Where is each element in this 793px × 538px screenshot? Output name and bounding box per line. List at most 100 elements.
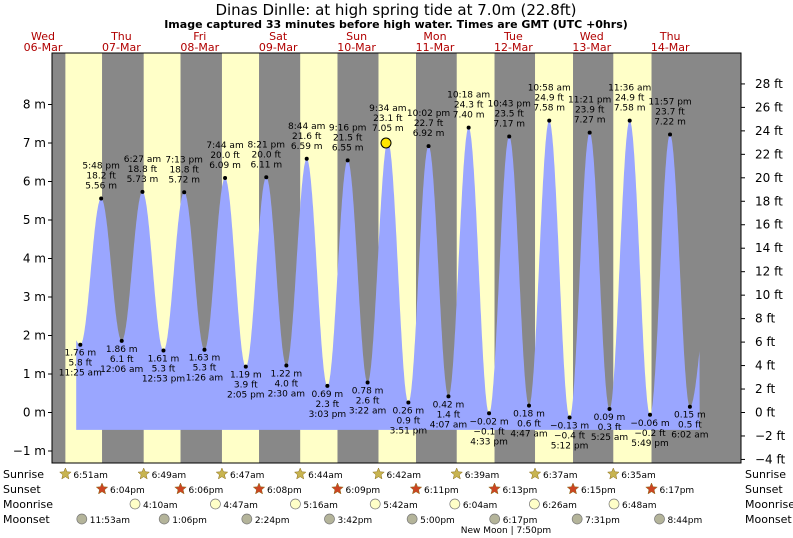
- high-tide-label: 7.27 m: [574, 116, 606, 126]
- sunset-time: 6:04pm: [110, 486, 145, 496]
- moonrise-label-right: Moonrise: [745, 498, 793, 511]
- moonset-time: 5:00pm: [420, 516, 455, 526]
- left-tick-label: 5 m: [23, 213, 46, 227]
- date-label: 11-Mar: [416, 41, 455, 54]
- low-tide-label: 5.3 ft: [152, 365, 176, 375]
- low-tide-label: −0.06 m: [630, 419, 669, 429]
- low-tide-label: 0.15 m: [674, 411, 706, 421]
- high-tide-label: 23.9 ft: [575, 106, 605, 116]
- moonset-time: 2:24pm: [255, 516, 290, 526]
- high-tide-label: 11:36 am: [608, 84, 651, 94]
- date-label: 09-Mar: [259, 41, 298, 54]
- high-tide-label: 10:02 pm: [407, 109, 450, 119]
- sunrise-time: 6:51am: [73, 471, 108, 481]
- right-tick-label: −2 ft: [755, 429, 786, 443]
- right-tick-label: 14 ft: [755, 241, 783, 255]
- moonrise-time: 6:26am: [542, 501, 577, 511]
- sunset-star-icon: [645, 482, 658, 495]
- tide-event-dot: [365, 380, 370, 385]
- left-tick-label: 4 m: [23, 252, 46, 266]
- moonrise-time: 5:42am: [383, 501, 418, 511]
- high-tide-label: 5.56 m: [85, 181, 117, 191]
- left-tick-label: 0 m: [23, 406, 46, 420]
- high-tide-label: 18.8 ft: [169, 165, 199, 175]
- high-tide-label: 8:21 pm: [247, 140, 285, 150]
- sunrise-star-icon: [372, 467, 385, 480]
- low-tide-label: 4.0 ft: [275, 380, 299, 390]
- current-tide-marker: [380, 137, 392, 149]
- sunrise-star-icon: [215, 467, 229, 480]
- day-of-week-label: Wed: [580, 30, 604, 43]
- sunset-star-icon: [331, 482, 344, 495]
- moonrise-icon: [449, 498, 461, 510]
- right-tick-label: 2 ft: [755, 382, 775, 396]
- right-tick-label: 10 ft: [755, 288, 783, 302]
- low-tide-label: 0.9 ft: [397, 416, 421, 426]
- left-tick-label: 2 m: [23, 329, 46, 343]
- low-tide-label: 0.5 ft: [678, 421, 702, 431]
- day-of-week-label: Mon: [423, 30, 446, 43]
- right-tick-label: 20 ft: [755, 171, 783, 185]
- sunset-star-icon: [252, 482, 266, 495]
- sunrise-label-left: Sunrise: [3, 468, 44, 481]
- tide-curve: [76, 120, 700, 430]
- low-tide-label: 5.3 ft: [193, 364, 217, 374]
- low-tide-label: −0.13 m: [550, 422, 589, 432]
- tide-event-dot: [140, 189, 145, 194]
- low-tide-label: 0.78 m: [352, 386, 384, 396]
- current-tide-dot: [380, 137, 392, 149]
- low-tide-label: 0.26 m: [393, 406, 425, 416]
- moon-phase: New Moon | 7:50pm: [461, 526, 551, 536]
- high-tide-label: 11:57 pm: [648, 98, 691, 108]
- high-tide-label: 23.1 ft: [373, 114, 403, 124]
- left-tick-label: 7 m: [23, 136, 46, 150]
- sunrise-label-right: Sunrise: [745, 468, 786, 481]
- tide-event-dot: [527, 403, 532, 408]
- moonrise-time: 6:04am: [463, 501, 498, 511]
- right-tick-label: 22 ft: [755, 147, 783, 161]
- low-tide-label: 4:47 am: [510, 430, 547, 440]
- high-tide-label: 11:21 pm: [568, 96, 611, 106]
- day-of-week-label: Thu: [110, 30, 132, 43]
- moonset-time: 11:53am: [90, 516, 130, 526]
- moonset-icon: [76, 513, 88, 525]
- low-tide-label: 0.3 ft: [598, 423, 622, 433]
- high-tide-label: 7.58 m: [614, 104, 646, 114]
- right-tick-label: 18 ft: [755, 194, 783, 208]
- right-tick-label: 26 ft: [755, 100, 783, 114]
- low-tide-label: 5:12 pm: [551, 442, 589, 452]
- tide-event-dot: [426, 144, 431, 149]
- moonrise-icon: [529, 498, 540, 510]
- tide-event-dot: [78, 342, 83, 347]
- low-tide-label: 2:05 pm: [227, 391, 265, 401]
- tide-event-dot: [202, 347, 207, 352]
- day-of-week-label: Sun: [346, 30, 367, 43]
- high-tide-label: 7:44 am: [206, 141, 243, 151]
- moonrise-time: 5:16am: [303, 501, 338, 511]
- sunset-time: 6:13pm: [503, 486, 538, 496]
- high-tide-label: 24.3 ft: [454, 101, 484, 111]
- sunrise-star-icon: [606, 467, 620, 480]
- high-tide-label: 8:44 am: [288, 122, 325, 132]
- low-tide-label: 5:25 am: [591, 433, 628, 443]
- tide-event-dot: [587, 130, 592, 135]
- right-tick-label: 24 ft: [755, 124, 783, 138]
- sunset-time: 6:15pm: [581, 486, 616, 496]
- low-tide-label: 6:02 am: [671, 431, 708, 441]
- moonset-time: 3:42pm: [337, 516, 372, 526]
- low-tide-label: 5.8 ft: [68, 359, 92, 369]
- tide-event-dot: [607, 407, 612, 412]
- sunset-star-icon: [95, 482, 109, 495]
- date-label: 07-Mar: [102, 41, 141, 54]
- sunset-star-icon: [409, 482, 423, 495]
- low-tide-label: 1.22 m: [271, 370, 303, 380]
- low-tide-label: 3:22 am: [349, 406, 386, 416]
- low-tide-label: −0.2 ft: [634, 429, 666, 439]
- high-tide-label: 18.8 ft: [128, 165, 158, 175]
- high-tide-label: 6.55 m: [332, 143, 364, 153]
- sunset-label-left: Sunset: [3, 483, 41, 496]
- low-tide-label: 1.19 m: [230, 371, 262, 381]
- astronomy-marks: 6:51am 6:49am 6:47am 6:44am 6:42am 6:39am 6:37…: [59, 467, 702, 526]
- low-tide-label: −0.1 ft: [473, 427, 505, 437]
- tide-event-dot: [687, 404, 692, 409]
